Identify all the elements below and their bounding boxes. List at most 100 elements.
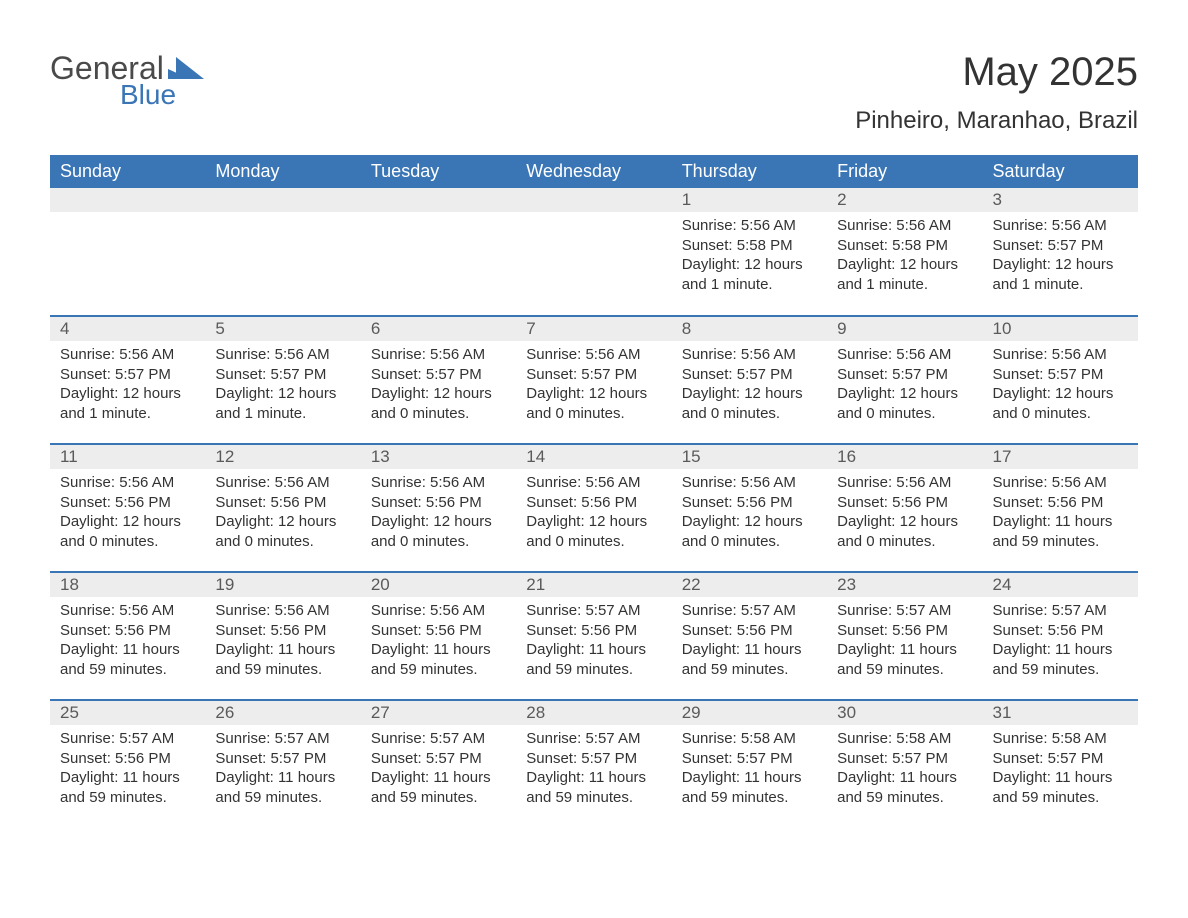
sunrise-line: Sunrise: 5:57 AM [526, 729, 661, 749]
sunrise-line: Sunrise: 5:58 AM [837, 729, 972, 749]
calendar-cell: 12Sunrise: 5:56 AMSunset: 5:56 PMDayligh… [205, 444, 360, 572]
daylight-line: Daylight: 11 hours and 59 minutes. [60, 640, 195, 679]
calendar-cell [50, 188, 205, 316]
sunrise-line: Sunrise: 5:56 AM [837, 345, 972, 365]
sunrise-line: Sunrise: 5:56 AM [60, 601, 195, 621]
logo: General Blue [50, 50, 204, 111]
sunrise-line: Sunrise: 5:57 AM [60, 729, 195, 749]
day-number: 25 [50, 701, 205, 725]
sunrise-line: Sunrise: 5:56 AM [682, 473, 817, 493]
daylight-line: Daylight: 12 hours and 1 minute. [682, 255, 817, 294]
sunrise-line: Sunrise: 5:58 AM [682, 729, 817, 749]
day-header-row: SundayMondayTuesdayWednesdayThursdayFrid… [50, 155, 1138, 188]
calendar-cell: 16Sunrise: 5:56 AMSunset: 5:56 PMDayligh… [827, 444, 982, 572]
day-header: Sunday [50, 155, 205, 188]
calendar-cell: 30Sunrise: 5:58 AMSunset: 5:57 PMDayligh… [827, 700, 982, 828]
day-number: 21 [516, 573, 671, 597]
calendar-cell: 4Sunrise: 5:56 AMSunset: 5:57 PMDaylight… [50, 316, 205, 444]
day-details: Sunrise: 5:56 AMSunset: 5:57 PMDaylight:… [983, 212, 1138, 302]
sunset-line: Sunset: 5:56 PM [526, 621, 661, 641]
calendar-cell: 3Sunrise: 5:56 AMSunset: 5:57 PMDaylight… [983, 188, 1138, 316]
day-number: 8 [672, 317, 827, 341]
empty-day-bar [205, 188, 360, 212]
day-details: Sunrise: 5:56 AMSunset: 5:56 PMDaylight:… [50, 469, 205, 559]
calendar-week: 18Sunrise: 5:56 AMSunset: 5:56 PMDayligh… [50, 572, 1138, 700]
calendar-body: 1Sunrise: 5:56 AMSunset: 5:58 PMDaylight… [50, 188, 1138, 828]
sunset-line: Sunset: 5:56 PM [215, 493, 350, 513]
calendar-table: SundayMondayTuesdayWednesdayThursdayFrid… [50, 155, 1138, 828]
day-details: Sunrise: 5:56 AMSunset: 5:57 PMDaylight:… [983, 341, 1138, 431]
day-number: 9 [827, 317, 982, 341]
sunrise-line: Sunrise: 5:57 AM [215, 729, 350, 749]
calendar-cell: 29 Sunrise: 5:58 AMSunset: 5:57 PMDayligh… [672, 700, 827, 828]
daylight-line: Daylight: 11 hours and 59 minutes. [215, 768, 350, 807]
day-details: Sunrise: 5:56 AMSunset: 5:57 PMDaylight:… [672, 341, 827, 431]
sunset-line: Sunset: 5:57 PM [215, 749, 350, 769]
day-number: 30 [827, 701, 982, 725]
day-details: Sunrise: 5:56 AMSunset: 5:58 PMDaylight:… [672, 212, 827, 302]
daylight-line: Daylight: 12 hours and 0 minutes. [682, 512, 817, 551]
daylight-line: Daylight: 12 hours and 0 minutes. [526, 384, 661, 423]
sunset-line: Sunset: 5:57 PM [682, 365, 817, 385]
day-number: 16 [827, 445, 982, 469]
sunset-line: Sunset: 5:57 PM [993, 236, 1128, 256]
sunset-line: Sunset: 5:56 PM [526, 493, 661, 513]
daylight-line: Daylight: 12 hours and 0 minutes. [993, 384, 1128, 423]
sunset-line: Sunset: 5:57 PM [837, 365, 972, 385]
calendar-cell: 1Sunrise: 5:56 AMSunset: 5:58 PMDaylight… [672, 188, 827, 316]
empty-day-bar [516, 188, 671, 212]
sunset-line: Sunset: 5:57 PM [682, 749, 817, 769]
day-number: 10 [983, 317, 1138, 341]
day-header: Monday [205, 155, 360, 188]
day-number: 19 [205, 573, 360, 597]
calendar-head: SundayMondayTuesdayWednesdayThursdayFrid… [50, 155, 1138, 188]
sunset-line: Sunset: 5:56 PM [215, 621, 350, 641]
calendar-cell: 25Sunrise: 5:57 AMSunset: 5:56 PMDayligh… [50, 700, 205, 828]
sunrise-line: Sunrise: 5:56 AM [215, 601, 350, 621]
calendar-cell: 14Sunrise: 5:56 AMSunset: 5:56 PMDayligh… [516, 444, 671, 572]
day-number: 5 [205, 317, 360, 341]
day-number: 27 [361, 701, 516, 725]
day-details: Sunrise: 5:56 AMSunset: 5:56 PMDaylight:… [361, 597, 516, 687]
daylight-line: Daylight: 11 hours and 59 minutes. [526, 640, 661, 679]
day-details: Sunrise: 5:56 AMSunset: 5:56 PMDaylight:… [827, 469, 982, 559]
calendar-cell: 24Sunrise: 5:57 AMSunset: 5:56 PMDayligh… [983, 572, 1138, 700]
day-number: 29 [672, 701, 827, 725]
calendar-cell: 2Sunrise: 5:56 AMSunset: 5:58 PMDaylight… [827, 188, 982, 316]
day-header: Thursday [672, 155, 827, 188]
day-details: Sunrise: 5:57 AMSunset: 5:56 PMDaylight:… [827, 597, 982, 687]
sunrise-line: Sunrise: 5:58 AM [993, 729, 1128, 749]
sunrise-line: Sunrise: 5:56 AM [993, 473, 1128, 493]
sunrise-line: Sunrise: 5:56 AM [60, 473, 195, 493]
sunrise-line: Sunrise: 5:57 AM [526, 601, 661, 621]
calendar-cell: 31Sunrise: 5:58 AMSunset: 5:57 PMDayligh… [983, 700, 1138, 828]
sunrise-line: Sunrise: 5:56 AM [371, 473, 506, 493]
daylight-line: Daylight: 12 hours and 0 minutes. [371, 384, 506, 423]
day-number: 28 [516, 701, 671, 725]
daylight-line: Daylight: 12 hours and 0 minutes. [371, 512, 506, 551]
calendar-cell: 23Sunrise: 5:57 AMSunset: 5:56 PMDayligh… [827, 572, 982, 700]
calendar-cell: 10Sunrise: 5:56 AMSunset: 5:57 PMDayligh… [983, 316, 1138, 444]
day-details: Sunrise: 5:58 AMSunset: 5:57 PMDaylight:… [983, 725, 1138, 815]
calendar-cell: 26Sunrise: 5:57 AMSunset: 5:57 PMDayligh… [205, 700, 360, 828]
calendar-cell: 22Sunrise: 5:57 AMSunset: 5:56 PMDayligh… [672, 572, 827, 700]
sunset-line: Sunset: 5:56 PM [993, 493, 1128, 513]
day-number: 1 [672, 188, 827, 212]
calendar-cell: 19 Sunrise: 5:56 AMSunset: 5:56 PMDayligh… [205, 572, 360, 700]
sunrise-line: Sunrise: 5:56 AM [371, 601, 506, 621]
daylight-line: Daylight: 11 hours and 59 minutes. [215, 640, 350, 679]
sunrise-line: Sunrise: 5:56 AM [526, 345, 661, 365]
day-details: Sunrise: 5:57 AMSunset: 5:56 PMDaylight:… [50, 725, 205, 815]
day-details: Sunrise: 5:56 AMSunset: 5:56 PMDaylight:… [516, 469, 671, 559]
day-number: 6 [361, 317, 516, 341]
sunrise-line: Sunrise: 5:56 AM [371, 345, 506, 365]
calendar-cell [361, 188, 516, 316]
daylight-line: Daylight: 11 hours and 59 minutes. [682, 768, 817, 807]
sunrise-line: Sunrise: 5:56 AM [215, 473, 350, 493]
calendar-week: 4Sunrise: 5:56 AMSunset: 5:57 PMDaylight… [50, 316, 1138, 444]
sunrise-line: Sunrise: 5:56 AM [837, 473, 972, 493]
calendar-cell: 13Sunrise: 5:56 AMSunset: 5:56 PMDayligh… [361, 444, 516, 572]
day-details: Sunrise: 5:56 AMSunset: 5:56 PMDaylight:… [983, 469, 1138, 559]
sunset-line: Sunset: 5:57 PM [60, 365, 195, 385]
day-details: Sunrise: 5:56 AMSunset: 5:57 PMDaylight:… [361, 341, 516, 431]
